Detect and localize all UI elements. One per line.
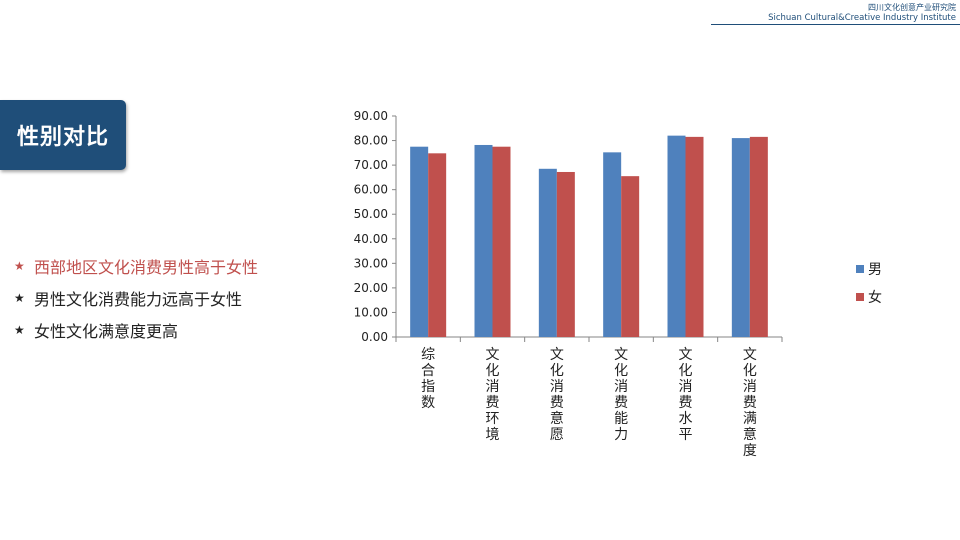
y-tick-label: 70.00: [354, 158, 388, 172]
y-tick-label: 80.00: [354, 134, 388, 148]
legend-label-female: 女: [868, 290, 882, 306]
star-icon: ★: [14, 259, 25, 273]
chart-legend: 男 女: [856, 255, 882, 311]
bullet-text: 男性文化消费能力远高于女性: [34, 290, 243, 309]
bar-male: [474, 144, 493, 337]
bar-male: [603, 152, 622, 337]
bullet-text: 西部地区文化消费男性高于女性: [34, 258, 259, 277]
bullet-list: ★ 西部地区文化消费男性高于女性 ★ 男性文化消费能力远高于女性 ★ 女性文化满…: [14, 250, 258, 346]
y-tick-label: 60.00: [354, 183, 388, 197]
y-tick-label: 90.00: [354, 109, 388, 123]
y-tick-label: 50.00: [354, 207, 388, 221]
bullet-item: ★ 西部地区文化消费男性高于女性: [14, 250, 258, 282]
bullet-text: 女性文化满意度更高: [34, 322, 179, 341]
bar-female: [749, 136, 768, 337]
bar-female: [621, 176, 640, 337]
legend-item-male: 男: [856, 255, 882, 283]
bar-male: [538, 168, 557, 337]
bullet-item: ★ 女性文化满意度更高: [14, 314, 258, 346]
x-tick-label: 文化消费满意度: [743, 347, 757, 459]
bar-male: [410, 146, 429, 337]
y-tick-label: 20.00: [354, 281, 388, 295]
y-tick-label: 0.00: [361, 330, 388, 344]
star-icon: ★: [14, 323, 25, 337]
bar-female: [556, 171, 575, 337]
institute-header: 四川文化创意产业研究院 Sichuan Cultural&Creative In…: [768, 3, 956, 24]
x-tick-label: 文化消费环境: [486, 347, 500, 443]
section-title-box: 性别对比: [0, 100, 126, 170]
x-tick-label: 文化消费水平: [679, 347, 693, 443]
institute-name-cn: 四川文化创意产业研究院: [868, 3, 956, 12]
y-tick-label: 40.00: [354, 232, 388, 246]
y-tick-label: 30.00: [354, 256, 388, 270]
star-icon: ★: [14, 291, 25, 305]
legend-swatch-male: [856, 265, 864, 273]
section-title: 性别对比: [16, 125, 109, 150]
institute-name-en: Sichuan Cultural&Creative Industry Insti…: [768, 13, 956, 23]
x-tick-label: 文化消费能力: [614, 347, 628, 443]
bar-female: [492, 146, 511, 337]
legend-item-female: 女: [856, 283, 882, 311]
bar-male: [731, 138, 750, 337]
header-divider: [711, 24, 960, 25]
legend-label-male: 男: [868, 262, 882, 278]
bar-chart: 0.00 10.00 20.00 30.00 40.00 50.00 60.00 70.00 8…: [354, 109, 783, 459]
bar-male: [667, 135, 686, 337]
y-tick-label: 10.00: [354, 305, 388, 319]
bar-female: [685, 136, 704, 337]
bullet-item: ★ 男性文化消费能力远高于女性: [14, 282, 258, 314]
legend-swatch-female: [856, 293, 864, 301]
bar-female: [428, 153, 447, 337]
x-tick-label: 文化消费意愿: [550, 347, 564, 443]
x-tick-label: 综合指数: [421, 347, 435, 411]
